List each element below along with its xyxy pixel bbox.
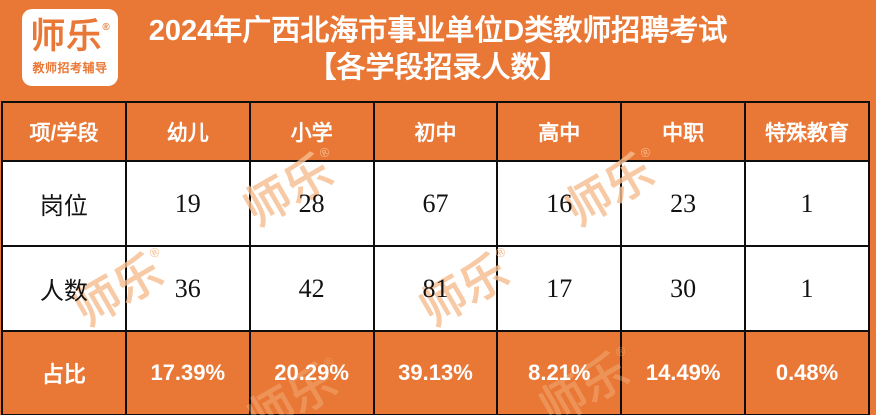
cell-value: 17 bbox=[546, 273, 573, 303]
table-header-row: 项/学段 幼儿 小学 初中 高中 中职 特殊教育 bbox=[1, 101, 870, 162]
cell-value: 0.48% bbox=[775, 360, 839, 385]
header-label: 项/学段 bbox=[29, 121, 99, 145]
top-banner: 师乐® 教师招考辅导 2024年广西北海市事业单位D类教师招聘考试 【各学段招录… bbox=[0, 0, 876, 101]
header-cell-kindergarten: 幼儿 bbox=[124, 101, 251, 162]
brand-logo: 师乐® 教师招考辅导 bbox=[22, 9, 118, 86]
row-label-cell: 岗位 bbox=[1, 160, 127, 247]
cell-value: 36 bbox=[174, 273, 201, 303]
cell-value: 81 bbox=[422, 273, 449, 303]
cell-value: 39.13% bbox=[398, 360, 473, 385]
row-label-cell: 人数 bbox=[1, 245, 127, 332]
table-cell: 42 bbox=[248, 245, 375, 332]
cell-value: 19 bbox=[174, 188, 201, 218]
table-cell: 14.49% bbox=[620, 330, 747, 415]
table-cell: 67 bbox=[372, 160, 499, 247]
data-table-wrapper: 项/学段 幼儿 小学 初中 高中 中职 特殊教育 岗位 19 28 67 16 … bbox=[1, 101, 870, 415]
table-cell: 30 bbox=[620, 245, 747, 332]
table-cell: 0.48% bbox=[744, 330, 870, 415]
table-cell: 1 bbox=[744, 160, 870, 247]
table-cell: 17.39% bbox=[124, 330, 251, 415]
cell-value: 20.29% bbox=[274, 360, 349, 385]
header-cell-special: 特殊教育 bbox=[744, 101, 870, 162]
cell-value: 1 bbox=[800, 188, 814, 218]
brand-logo-tagline: 教师招考辅导 bbox=[32, 61, 108, 76]
page-title-line1: 2024年广西北海市事业单位D类教师招聘考试 bbox=[148, 15, 728, 47]
header-cell-vocational: 中职 bbox=[620, 101, 747, 162]
registered-mark-icon: ® bbox=[102, 21, 110, 33]
table-cell: 19 bbox=[124, 160, 251, 247]
recruitment-table: 项/学段 幼儿 小学 初中 高中 中职 特殊教育 岗位 19 28 67 16 … bbox=[1, 101, 870, 415]
brand-logo-name: 师乐® bbox=[30, 16, 110, 56]
header-label: 初中 bbox=[414, 121, 457, 145]
table-cell: 16 bbox=[496, 160, 623, 247]
table-cell: 39.13% bbox=[372, 330, 499, 415]
cell-value: 1 bbox=[800, 273, 814, 303]
row-label: 占比 bbox=[41, 362, 86, 387]
table-row-percentage: 占比 17.39% 20.29% 39.13% 8.21% 14.49% 0.4… bbox=[1, 330, 870, 415]
cell-value: 14.49% bbox=[645, 360, 721, 385]
cell-value: 30 bbox=[670, 273, 697, 303]
page-title-line2: 【各学段招录人数】 bbox=[307, 52, 569, 84]
page-title: 2024年广西北海市事业单位D类教师招聘考试 【各学段招录人数】 bbox=[0, 13, 876, 87]
cell-value: 67 bbox=[422, 188, 449, 218]
header-label: 特殊教育 bbox=[765, 121, 850, 145]
brand-logo-text: 师乐 bbox=[30, 16, 103, 56]
cell-value: 17.39% bbox=[150, 360, 226, 385]
header-label: 小学 bbox=[290, 121, 333, 145]
table-cell: 17 bbox=[496, 245, 623, 332]
table-cell: 28 bbox=[248, 160, 375, 247]
header-label: 高中 bbox=[538, 121, 581, 145]
header-cell-primary: 小学 bbox=[248, 101, 375, 162]
header-cell-item: 项/学段 bbox=[1, 101, 127, 162]
table-cell: 20.29% bbox=[248, 330, 375, 415]
header-label: 幼儿 bbox=[166, 121, 209, 145]
cell-value: 23 bbox=[670, 188, 697, 218]
row-label: 人数 bbox=[39, 279, 88, 305]
cell-value: 28 bbox=[298, 188, 325, 218]
row-label: 岗位 bbox=[39, 194, 88, 220]
table-row-headcount: 人数 36 42 81 17 30 1 bbox=[1, 245, 870, 332]
table-cell: 23 bbox=[620, 160, 747, 247]
table-row-positions: 岗位 19 28 67 16 23 1 bbox=[1, 160, 870, 247]
header-cell-junior: 初中 bbox=[372, 101, 499, 162]
cell-value: 16 bbox=[546, 188, 573, 218]
cell-value: 42 bbox=[298, 273, 325, 303]
header-label: 中职 bbox=[662, 121, 705, 145]
table-cell: 8.21% bbox=[496, 330, 623, 415]
row-label-cell: 占比 bbox=[1, 330, 127, 415]
table-cell: 36 bbox=[124, 245, 251, 332]
table-cell: 81 bbox=[372, 245, 499, 332]
table-cell: 1 bbox=[744, 245, 870, 332]
cell-value: 8.21% bbox=[528, 360, 591, 385]
header-cell-senior: 高中 bbox=[496, 101, 623, 162]
